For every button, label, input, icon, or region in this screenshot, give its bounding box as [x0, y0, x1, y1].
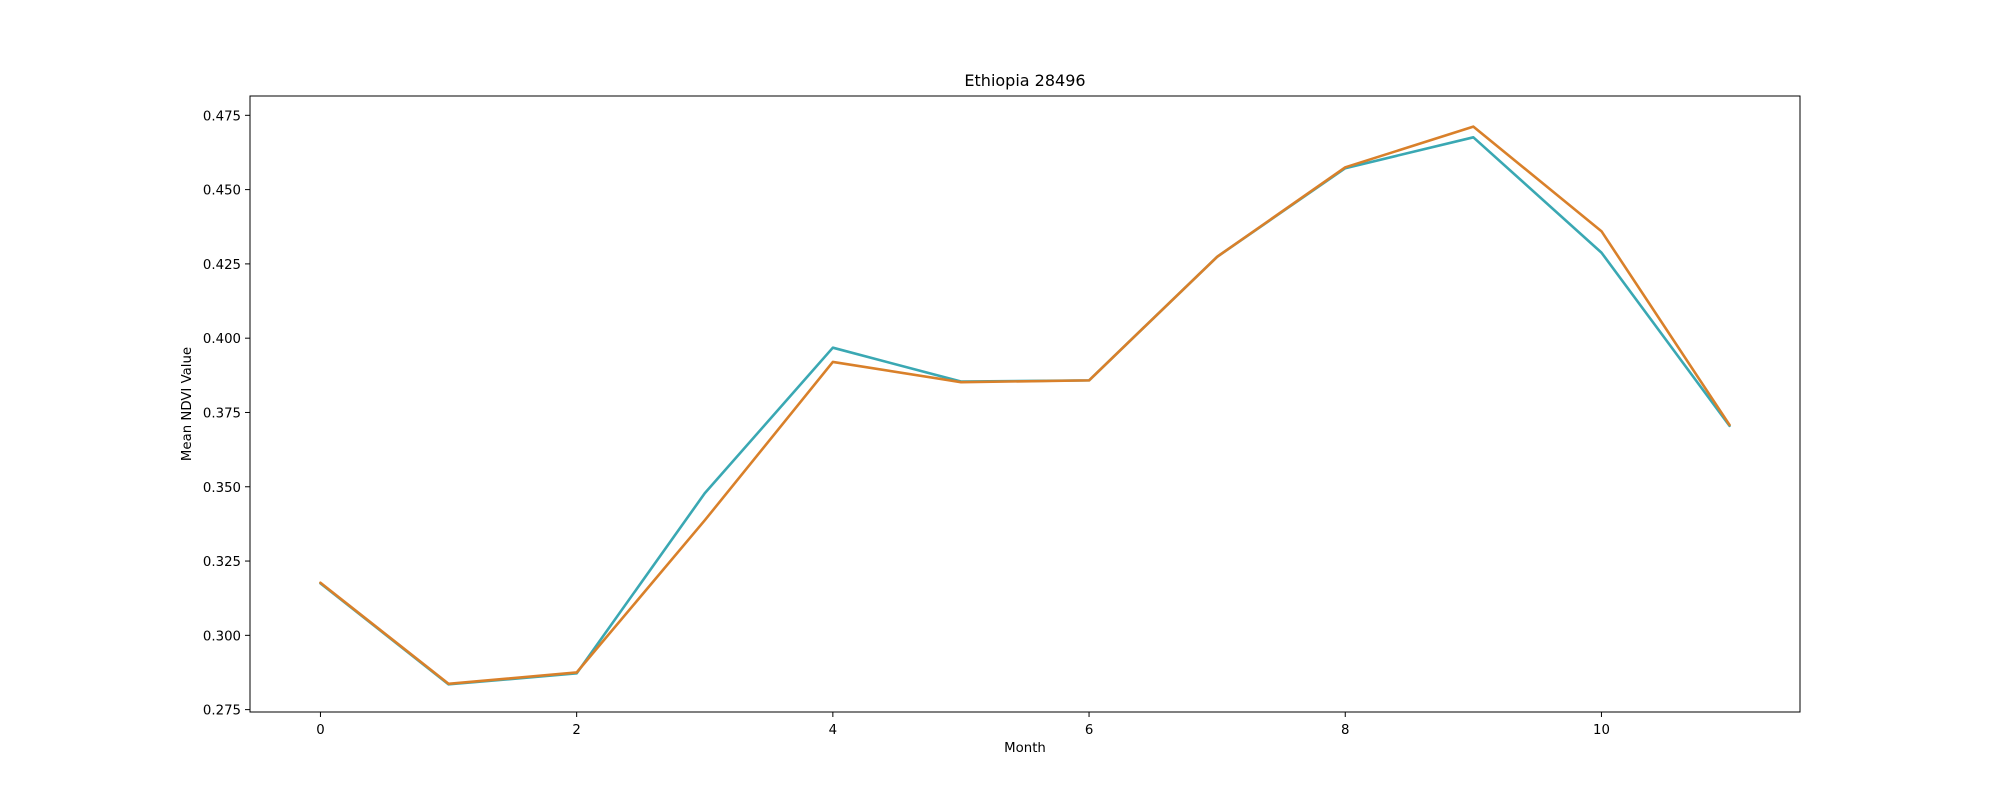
chart-title: Ethiopia 28496: [964, 71, 1085, 90]
x-tick-label: 8: [1341, 723, 1349, 738]
x-axis-label: Month: [1004, 741, 1046, 756]
y-axis-label: Mean NDVI Value: [180, 347, 195, 461]
y-tick-label: 0.325: [203, 555, 241, 570]
y-tick-label: 0.400: [203, 332, 241, 347]
y-tick-label: 0.350: [203, 481, 241, 496]
x-tick-label: 10: [1593, 723, 1610, 738]
y-tick-label: 0.375: [203, 406, 241, 421]
x-tick-label: 4: [829, 723, 837, 738]
y-tick-label: 0.300: [203, 629, 241, 644]
y-tick-label: 0.275: [203, 704, 241, 719]
y-tick-label: 0.425: [203, 258, 241, 273]
x-tick-label: 2: [572, 723, 580, 738]
x-tick-label: 6: [1085, 723, 1093, 738]
y-tick-label: 0.450: [203, 184, 241, 199]
x-tick-label: 0: [316, 723, 324, 738]
y-tick-label: 0.475: [203, 109, 241, 124]
